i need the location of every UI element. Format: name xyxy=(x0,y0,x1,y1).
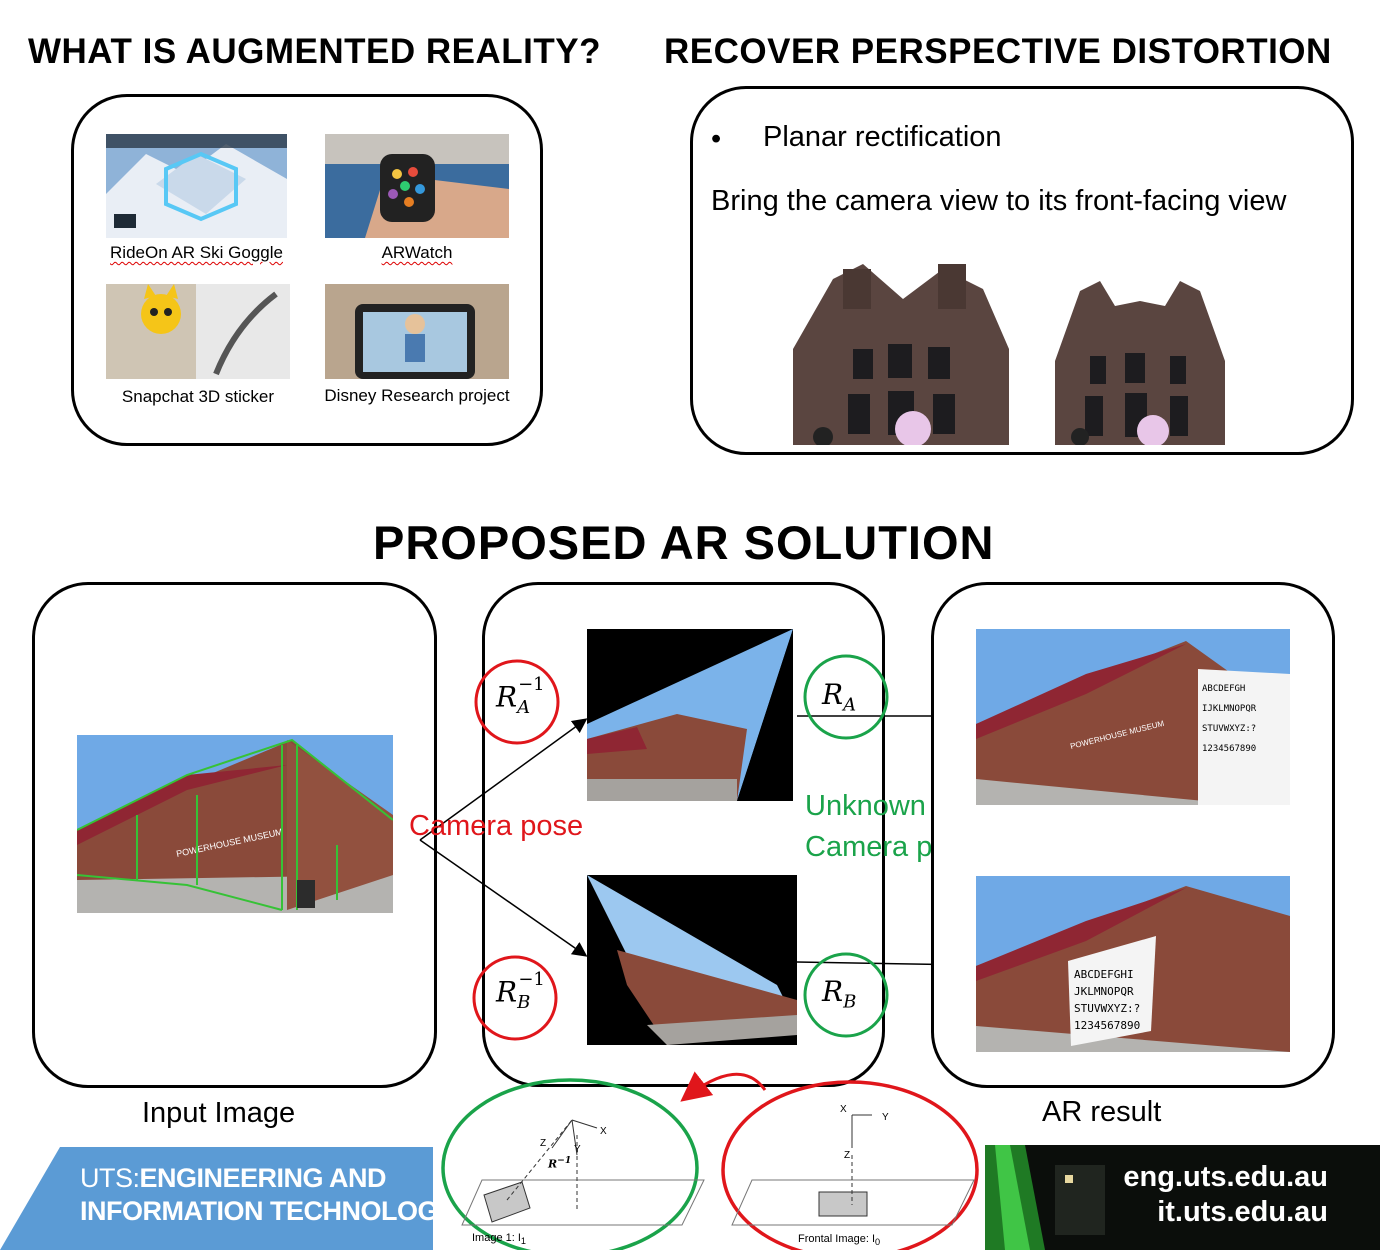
uts-links-banner: eng.uts.edu.au it.uts.edu.au xyxy=(985,1145,1380,1250)
camera-pose-label: Camera pose xyxy=(409,810,584,842)
axis-y-right: Y xyxy=(882,1112,889,1123)
letter-chart-b: ABCDEFGHI JKLMNOPQR STUVWXYZ:? 123456789… xyxy=(1074,968,1141,1032)
distorted-building-image xyxy=(793,259,1009,445)
rectified-building-image xyxy=(1055,261,1225,445)
math-ra: RA xyxy=(822,678,857,716)
input-image-panel: POWERHOUSE MUSEUM xyxy=(32,582,437,1088)
bullet-symbol: • xyxy=(711,123,722,155)
frontal-image-caption: Frontal Image: I0 xyxy=(798,1233,881,1248)
ar-watch-caption: ARWatch xyxy=(381,243,453,262)
bullet-text: Planar rectification xyxy=(763,121,1002,153)
red-circle-ra-inv xyxy=(474,659,560,745)
snapchat-sticker-caption: Snapchat 3D sticker xyxy=(121,387,275,406)
unknown-label: Unknown xyxy=(805,790,926,822)
uts-brand-line2: INFORMATION TECHNOLOG xyxy=(80,1196,433,1226)
eng-uts-link[interactable]: eng.uts.edu.au xyxy=(1123,1161,1328,1193)
axis-x-right: X xyxy=(840,1104,847,1115)
rectified-view-a-image xyxy=(587,629,793,801)
ski-goggle-caption: RideOn AR Ski Goggle xyxy=(110,243,283,262)
ar-result-a-image: POWERHOUSE MUSEUM ABCDEFGH IJKLMNOPQR ST… xyxy=(976,629,1290,805)
uts-brand-banner: UTS:ENGINEERING AND INFORMATION TECHNOLO… xyxy=(0,1147,433,1250)
input-image-caption: Input Image xyxy=(142,1097,296,1129)
red-curved-arrow xyxy=(680,1071,767,1102)
arrow-to-view-b xyxy=(419,839,588,957)
green-circle-rb xyxy=(803,952,889,1038)
title-proposed-solution: PROPOSED AR SOLUTION xyxy=(373,516,995,569)
it-uts-link[interactable]: it.uts.edu.au xyxy=(1157,1196,1328,1228)
pose-diagram-left: X Y Z R−1 Image 1: I1 xyxy=(442,1100,712,1250)
ar-result-caption: AR result xyxy=(1042,1096,1162,1128)
image1-caption: Image 1: I1 xyxy=(472,1232,527,1247)
input-building-image: POWERHOUSE MUSEUM xyxy=(77,735,393,913)
pose-diagram-right: X Y Z Frontal Image: I0 xyxy=(712,1100,982,1250)
ar-examples-panel: RideOn AR Ski Goggle ARWatch Snapchat 3D… xyxy=(71,94,543,446)
rotation-label-left: R−1 xyxy=(548,1155,572,1171)
title-perspective-distortion: RECOVER PERSPECTIVE DISTORTION xyxy=(664,32,1332,71)
ar-result-b-image: ABCDEFGHI JKLMNOPQR STUVWXYZ:? 123456789… xyxy=(976,876,1290,1052)
title-augmented-reality: WHAT IS AUGMENTED REALITY? xyxy=(28,32,601,71)
axis-x-left: X xyxy=(600,1126,607,1137)
axis-z-right: Z xyxy=(844,1150,850,1161)
math-ra-inverse: RA−1 xyxy=(496,674,545,718)
axis-y-left: Y xyxy=(574,1144,581,1155)
disney-research-image xyxy=(325,284,509,379)
green-circle-ra xyxy=(803,654,889,740)
math-rb: RB xyxy=(822,975,857,1013)
red-circle-rb-inv xyxy=(472,955,558,1041)
rectified-view-b-image xyxy=(587,875,797,1045)
letter-chart-a: ABCDEFGH IJKLMNOPQR STUVWXYZ:? 123456789… xyxy=(1202,684,1257,754)
rectification-description: Bring the camera view to its front-facin… xyxy=(711,185,1287,217)
ar-watch-image xyxy=(325,134,509,238)
ski-goggle-image xyxy=(106,134,287,238)
perspective-panel: • Planar rectification Bring the camera … xyxy=(690,86,1354,455)
arrow-to-view-a xyxy=(419,718,588,841)
disney-research-caption: Disney Research project xyxy=(324,386,510,405)
red-ellipse-diagram xyxy=(721,1080,979,1250)
snapchat-sticker-image xyxy=(106,284,290,379)
math-rb-inverse: RB−1 xyxy=(496,969,545,1013)
green-ellipse-diagram xyxy=(441,1078,699,1250)
axis-z-left: Z xyxy=(540,1138,546,1149)
uts-brand-line1: UTS:ENGINEERING AND xyxy=(80,1163,387,1193)
